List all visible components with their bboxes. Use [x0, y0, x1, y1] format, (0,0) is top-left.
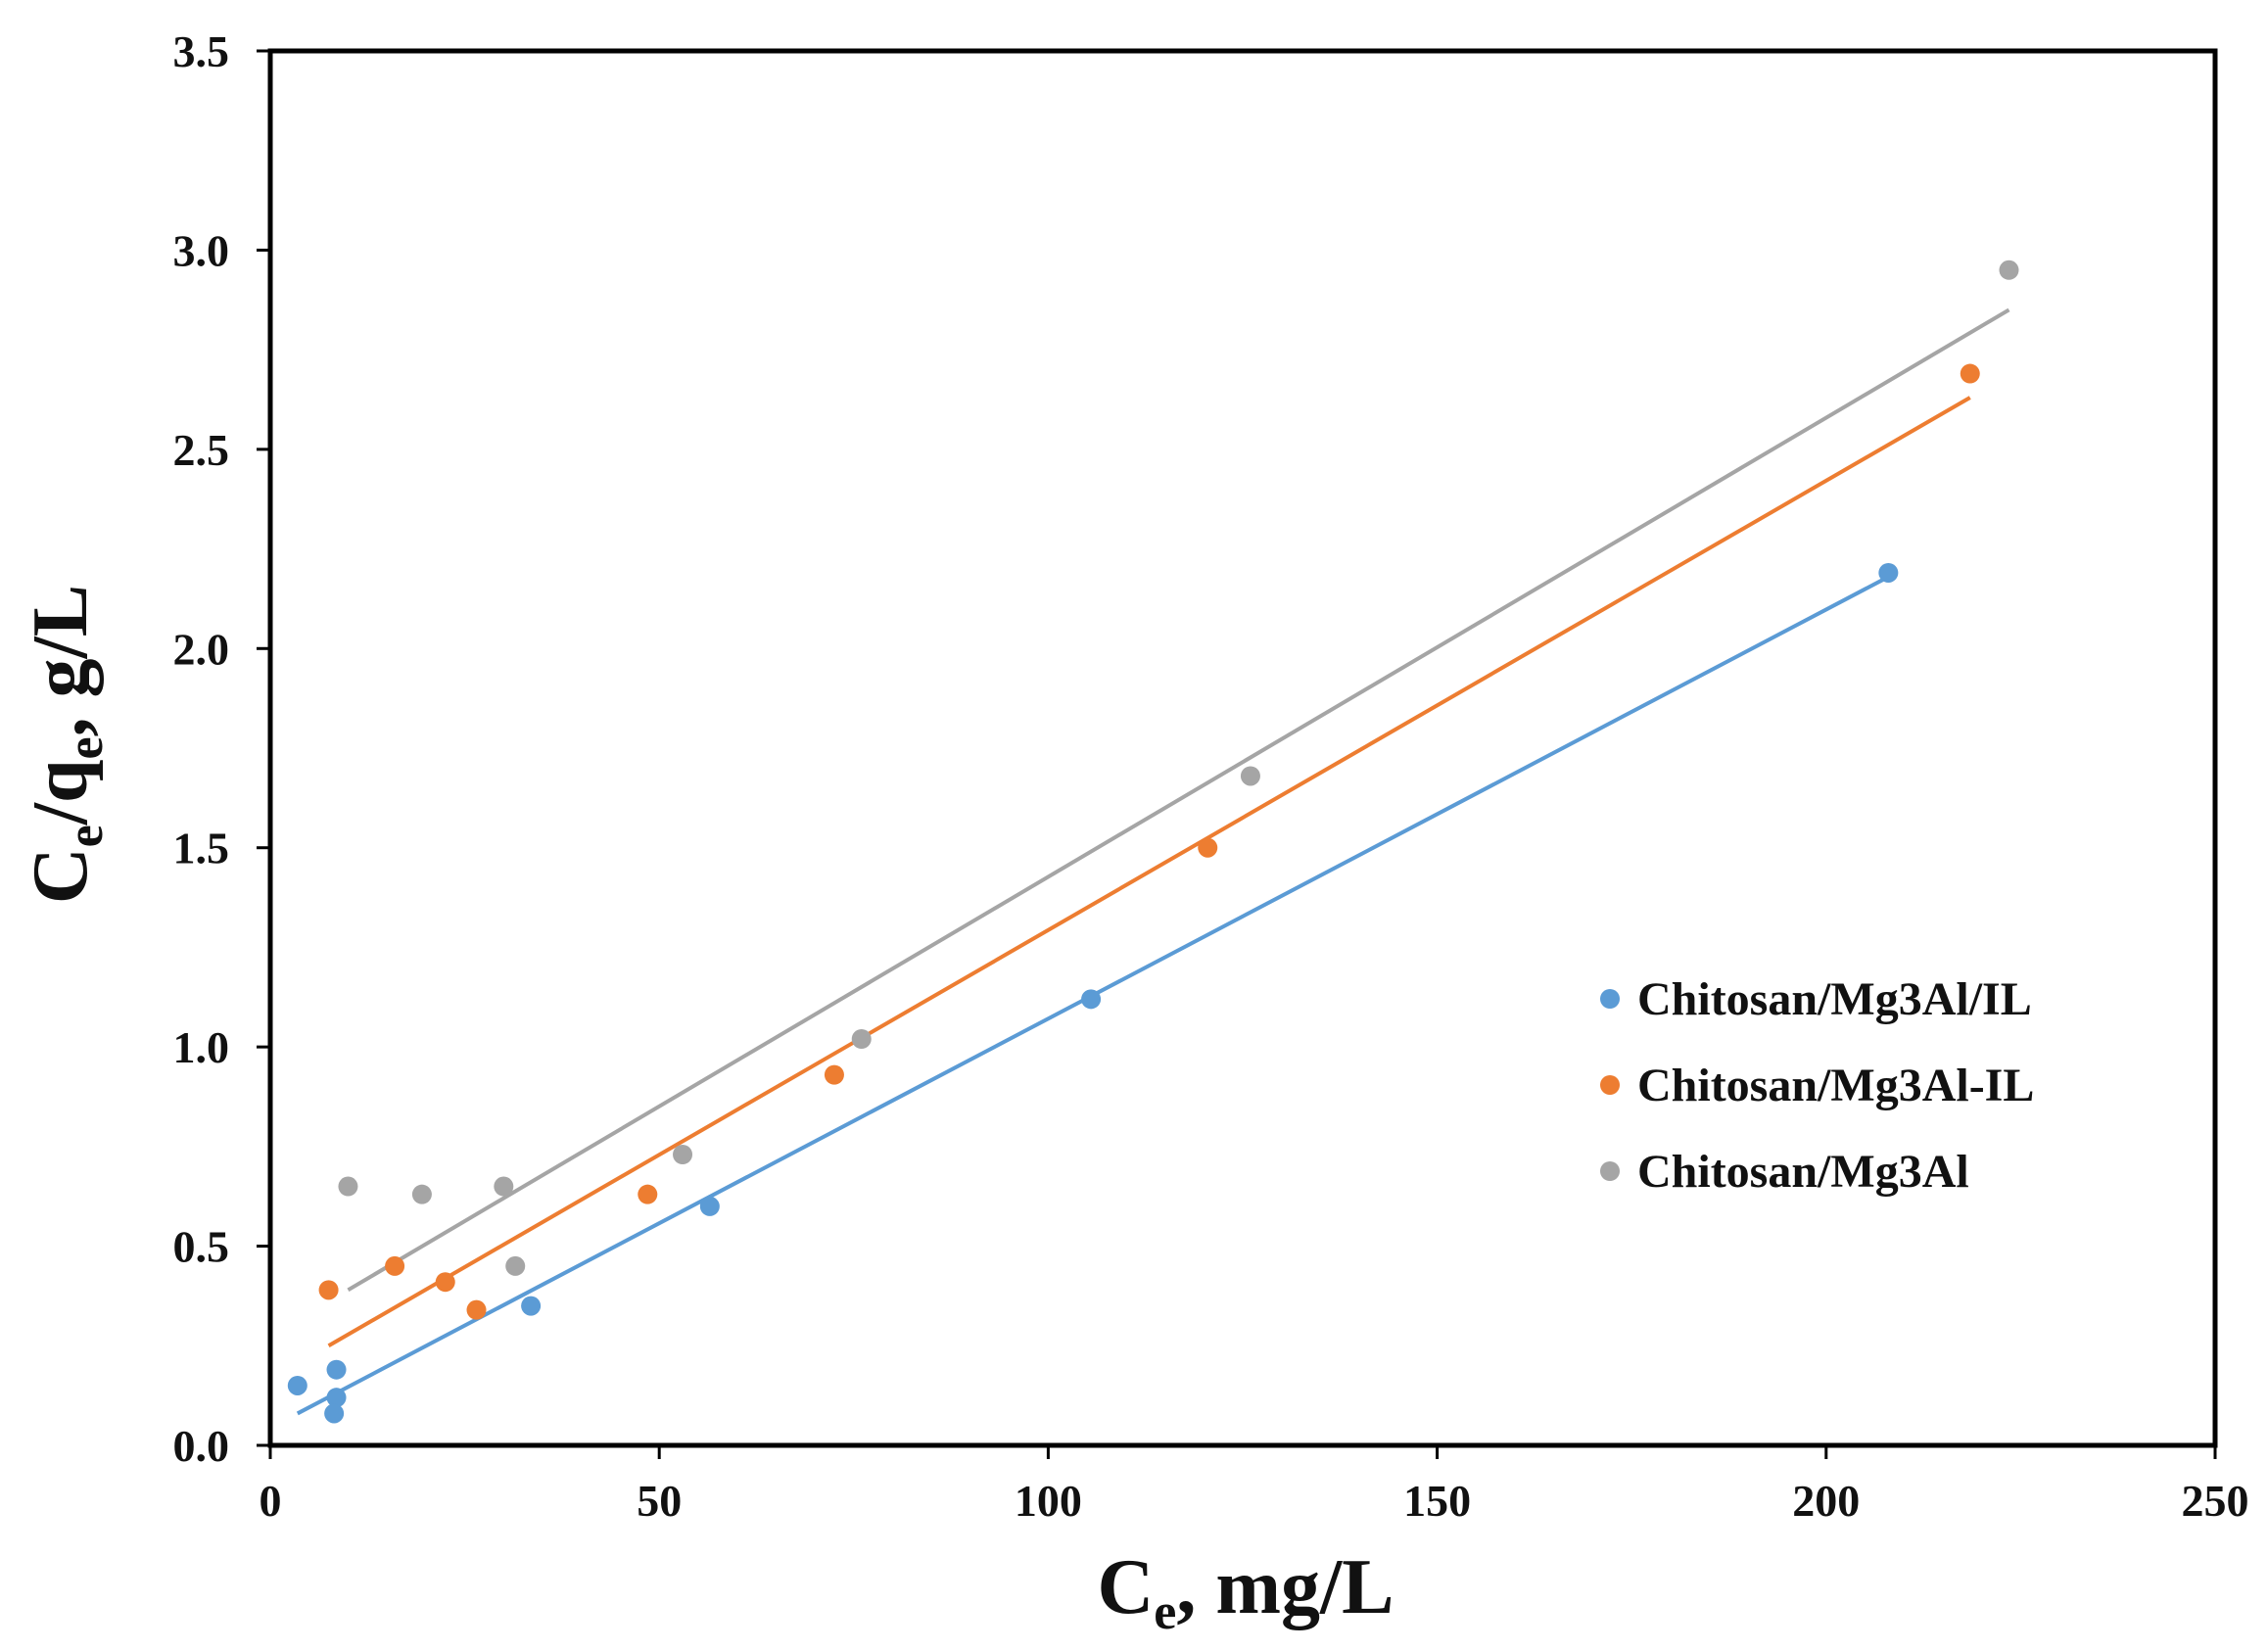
x-axis-title-c: C	[1097, 1544, 1154, 1630]
y-axis-title-q-subscript: e	[58, 736, 114, 759]
x-axis-title: Ce, mg/L	[1097, 1544, 1394, 1640]
legend-label-series-1: Chitosan/Mg3Al/IL	[1637, 973, 2032, 1025]
svg-text:Ce, mg/L: Ce, mg/L	[1097, 1544, 1394, 1640]
data-point-series-2	[1198, 837, 1218, 858]
x-axis-ticks: 0 50 100 150 200 250	[260, 1445, 2249, 1526]
y-tick-label: 1.0	[173, 1022, 230, 1072]
y-tick-label: 3.0	[173, 225, 230, 275]
data-point-series-1	[326, 1359, 347, 1380]
data-point-series-3	[505, 1255, 526, 1276]
plot-area-frame	[267, 48, 2218, 1448]
data-point-series-2	[435, 1272, 455, 1293]
x-tick-label: 100	[1015, 1476, 1082, 1526]
data-point-series-2	[466, 1299, 487, 1320]
y-axis-title: Ce/qe, g/L	[18, 585, 114, 904]
data-point-series-2	[638, 1184, 658, 1204]
y-tick-label: 1.5	[173, 824, 230, 873]
legend-label-series-2: Chitosan/Mg3Al-IL	[1637, 1060, 2034, 1111]
svg-text:Ce/qe, g/L: Ce/qe, g/L	[18, 585, 114, 904]
y-axis-title-c-subscript: e	[58, 825, 114, 847]
trendline-series-3	[347, 307, 2010, 1293]
y-tick-label: 3.5	[173, 26, 230, 76]
legend-marker-series-1	[1600, 989, 1620, 1009]
y-tick-label: 0.5	[173, 1222, 230, 1272]
data-point-series-1	[324, 1403, 345, 1424]
data-point-series-1	[1081, 989, 1102, 1010]
data-point-series-3	[673, 1144, 693, 1164]
x-tick-label: 0	[260, 1476, 282, 1526]
data-point-series-3	[338, 1176, 358, 1197]
y-axis-title-slash-q: /q	[18, 760, 104, 826]
data-point-series-2	[385, 1255, 405, 1276]
x-tick-label: 150	[1403, 1476, 1471, 1526]
data-point-series-2	[824, 1064, 844, 1085]
x-tick-label: 50	[637, 1476, 682, 1526]
legend: Chitosan/Mg3Al/IL Chitosan/Mg3Al-IL Chitos…	[1600, 973, 2034, 1198]
y-axis-ticks: 0.0 0.5 1.0 1.5 2.0 2.5 3.0 3.5	[173, 26, 270, 1471]
data-point-series-3	[494, 1176, 514, 1197]
data-point-series-1	[699, 1196, 720, 1216]
x-tick-label: 250	[2182, 1476, 2249, 1526]
data-point-series-1	[1878, 562, 1899, 583]
legend-marker-series-3	[1600, 1161, 1620, 1181]
trendline-series-2	[327, 396, 1971, 1348]
y-tick-label: 2.0	[173, 624, 230, 674]
data-point-series-1	[287, 1375, 307, 1395]
data-point-series-1	[326, 1388, 347, 1408]
data-point-series-3	[851, 1029, 872, 1050]
data-point-series-1	[521, 1296, 542, 1316]
data-point-series-3	[1999, 259, 2019, 280]
y-axis-title-unit: , g/L	[18, 585, 104, 737]
y-axis-title-c: C	[18, 847, 104, 904]
legend-label-series-3: Chitosan/Mg3Al	[1637, 1146, 1969, 1198]
legend-marker-series-2	[1600, 1075, 1620, 1095]
y-tick-label: 0.0	[173, 1421, 230, 1471]
data-point-series-2	[1960, 363, 1980, 384]
data-points	[287, 259, 2019, 1424]
y-tick-label: 2.5	[173, 425, 230, 475]
data-point-series-2	[318, 1280, 339, 1300]
x-tick-label: 200	[1792, 1476, 1860, 1526]
data-point-series-3	[1240, 766, 1260, 786]
x-axis-title-subscript: e	[1154, 1584, 1176, 1640]
x-axis-title-unit: , mg/L	[1176, 1544, 1394, 1630]
data-point-series-3	[411, 1184, 432, 1204]
